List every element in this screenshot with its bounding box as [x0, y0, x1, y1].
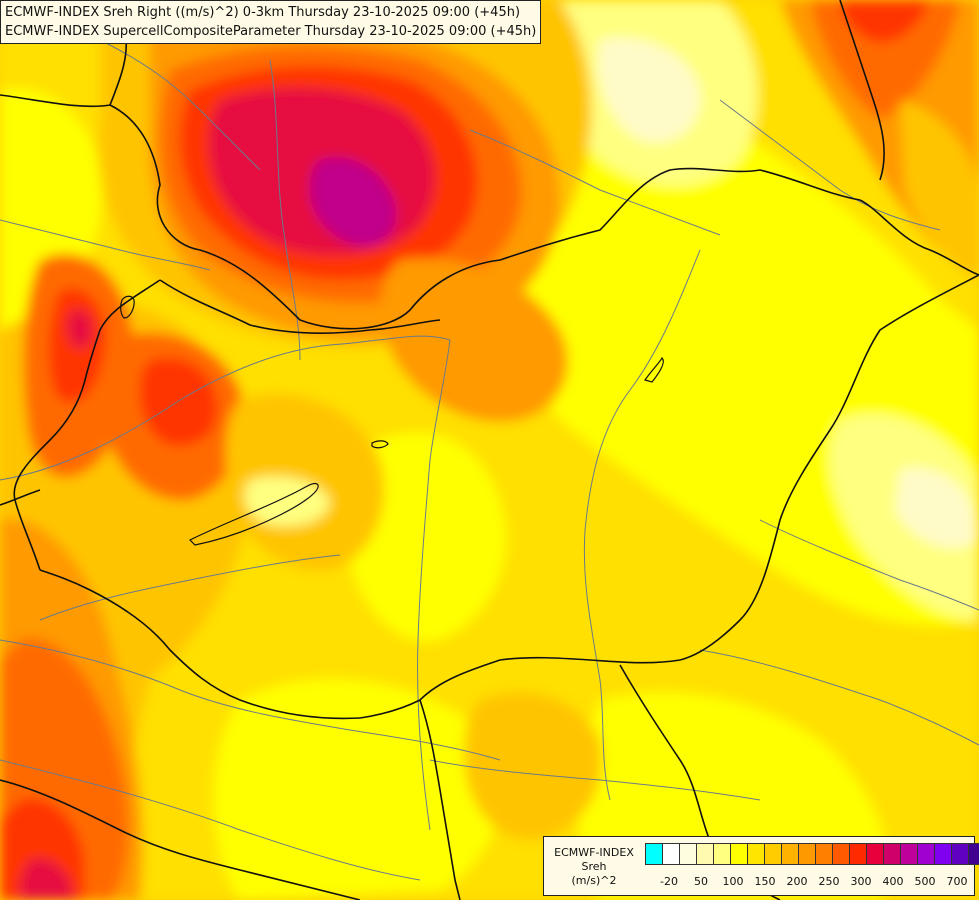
- legend-swatch: [731, 843, 748, 865]
- field-central-orange: [380, 258, 568, 422]
- legend-title-block: ECMWF-INDEX Sreh (m/s)^2: [548, 846, 640, 888]
- field-southwest-crimson: [19, 858, 74, 900]
- legend-tick-label: 50: [694, 875, 708, 888]
- legend-tick-label: 250: [818, 875, 840, 888]
- legend-tick-label: 500: [914, 875, 936, 888]
- lakes: [120, 295, 664, 546]
- legend-ticks: -20 50 100 150 200 250 300 400 500 700: [645, 875, 975, 889]
- legend-swatch: [952, 843, 969, 865]
- field-west-crimson: [67, 309, 94, 349]
- field-center-west-red: [139, 357, 219, 446]
- lake-neusiedl: [120, 295, 135, 319]
- title-line-scp: ECMWF-INDEX SupercellCompositeParameter …: [5, 24, 537, 39]
- legend-swatches: [645, 843, 979, 865]
- legend-swatch: [816, 843, 833, 865]
- border-hu-north: [159, 279, 441, 335]
- river-north-2: [469, 129, 721, 236]
- legend-swatch: [833, 843, 850, 865]
- legend-tick-label: 400: [882, 875, 904, 888]
- river-west-2: [39, 554, 341, 621]
- field-south-amber: [464, 692, 602, 841]
- field-ne-darkorange: [810, 0, 960, 120]
- legend-tick-label: 100: [722, 875, 744, 888]
- field-east-verylight: [895, 467, 979, 549]
- lake-balaton: [188, 482, 319, 546]
- river-east-2: [699, 649, 979, 746]
- field-ne-verylight: [597, 37, 701, 143]
- border-ne-pl: [839, 0, 885, 181]
- lake-small-1: [371, 440, 389, 449]
- river-danube-upper: [0, 335, 451, 481]
- river-drava: [0, 639, 501, 761]
- legend-title: ECMWF-INDEX: [554, 846, 634, 859]
- title-line-sreh: ECMWF-INDEX Sreh Right ((m/s)^2) 0-3km T…: [5, 5, 521, 20]
- river-south-1: [429, 759, 761, 801]
- legend-swatch: [680, 843, 697, 865]
- legend-swatch: [697, 843, 714, 865]
- legend-swatch: [935, 843, 952, 865]
- legend-variable: Sreh: [581, 860, 607, 873]
- legend-swatch: [884, 843, 901, 865]
- rivers: [0, 39, 979, 881]
- legend-swatch: [714, 843, 731, 865]
- legend-swatch: [867, 843, 884, 865]
- river-west-1: [0, 219, 211, 271]
- border-ne-ua: [859, 199, 979, 276]
- legend-swatch: [645, 843, 663, 865]
- legend-tick-label: 300: [850, 875, 872, 888]
- river-east-1: [759, 519, 979, 611]
- border-south-rs: [419, 699, 461, 900]
- legend-swatch: [969, 843, 979, 865]
- border-sw-ba: [0, 779, 361, 900]
- river-danube-middle: [417, 339, 451, 831]
- legend-tick-label: 200: [786, 875, 808, 888]
- legend-swatch: [850, 843, 867, 865]
- legend-swatch: [765, 843, 782, 865]
- field-lake-light: [244, 476, 330, 527]
- field-ne-red: [840, 0, 930, 43]
- field-north-magenta: [310, 157, 396, 246]
- border-hu-at: [13, 279, 161, 571]
- river-north-1: [269, 59, 301, 361]
- legend-swatch: [799, 843, 816, 865]
- border-hu-ro: [679, 274, 979, 661]
- field-east-orange: [900, 100, 979, 280]
- border-hu-hr: [39, 569, 361, 720]
- color-legend: ECMWF-INDEX Sreh (m/s)^2 -20 50 100 150 200 2…: [543, 836, 979, 896]
- river-north-3: [99, 39, 261, 171]
- border-hu-south: [359, 656, 681, 719]
- river-sava: [0, 759, 421, 881]
- legend-tick-label: 700: [946, 875, 968, 888]
- river-ne-1: [719, 99, 941, 231]
- legend-unit: (m/s)^2: [571, 874, 617, 887]
- border-west-si: [0, 489, 41, 506]
- field-central-yellow: [346, 432, 507, 642]
- legend-tick-label: -20: [660, 875, 678, 888]
- legend-swatch: [901, 843, 918, 865]
- legend-swatch: [918, 843, 935, 865]
- legend-swatch: [663, 843, 680, 865]
- legend-swatch: [748, 843, 765, 865]
- legend-swatch: [782, 843, 799, 865]
- lake-small-2: [644, 356, 664, 383]
- border-north-czsk: [0, 94, 861, 330]
- river-tisza: [583, 249, 701, 801]
- map-title-box: ECMWF-INDEX Sreh Right ((m/s)^2) 0-3km T…: [0, 0, 542, 44]
- legend-tick-label: 150: [754, 875, 776, 888]
